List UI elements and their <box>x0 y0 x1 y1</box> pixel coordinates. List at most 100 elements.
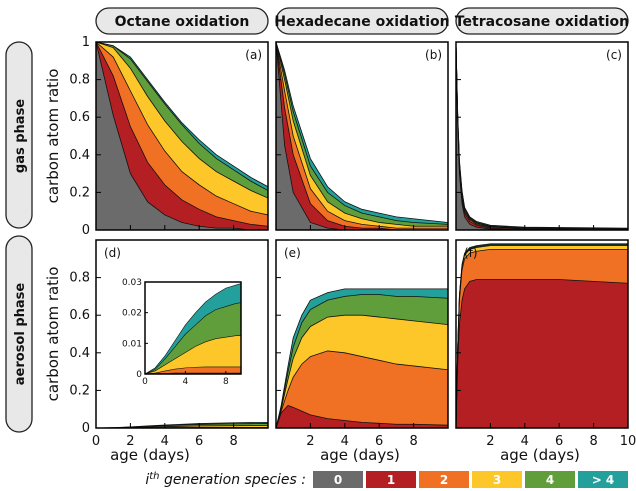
panel-d: (d) 0 0.2 0.4 0.6 0.8 0 2 4 6 8 <box>69 239 269 449</box>
area-gen-gt4 <box>456 42 628 230</box>
legend-label: 2 <box>440 473 448 487</box>
column-title-tetracosane: Tetracosane oxidation <box>455 14 629 30</box>
legend-label: > 4 <box>592 473 615 487</box>
x-tick-label: 6 <box>195 434 203 449</box>
legend-title: ith generation species : <box>145 471 306 488</box>
panel-frame <box>275 239 449 429</box>
column-header-hexadecane: Hexadecane oxidation <box>274 7 450 35</box>
legend-title-i: i <box>145 472 149 488</box>
area-gen-0 <box>96 42 268 230</box>
inset-y-tick-label: 0.01 <box>122 339 142 349</box>
y-tick-label: 0.6 <box>69 308 90 323</box>
row-header-gas-phase: gas phase <box>5 41 33 229</box>
y-tick-label: 0.4 <box>69 148 90 163</box>
inset-y-tick-label: 0 <box>136 370 142 380</box>
xlabel-tetracosane: age (days) <box>500 446 580 464</box>
y-tick-label: 0.2 <box>69 185 90 200</box>
boundary-line-gen-3 <box>276 42 448 227</box>
y-tick-label: 0.4 <box>69 346 90 361</box>
ylabel-bottom: carbon atom ratio <box>44 267 62 402</box>
column-header-tetracosane: Tetracosane oxidation <box>455 7 629 35</box>
boundary-line-gen-0 <box>456 42 628 230</box>
area-gen-1 <box>96 42 268 230</box>
legend-label: 4 <box>546 473 554 487</box>
panel-c: (c) <box>455 41 629 231</box>
legend-label: 1 <box>387 473 395 487</box>
boundary-line-gen-4 <box>276 42 448 225</box>
boundary-line-gen-4 <box>276 294 448 428</box>
boundary-line-gen-1 <box>276 404 448 428</box>
row-title-aerosol-phase: aerosol phase <box>13 283 28 386</box>
inset-x-tick-label: 8 <box>223 377 229 387</box>
boundary-line-gen-2 <box>96 42 268 216</box>
boundary-line-gen-2 <box>456 42 628 230</box>
panel-frame <box>95 41 269 231</box>
boundary-line-gen-1 <box>96 42 268 227</box>
ylabel-top: carbon atom ratio <box>44 69 62 204</box>
y-tick-label: 1 <box>82 35 90 50</box>
panel-label: (c) <box>606 48 622 62</box>
boundary-line-gen-0 <box>96 42 268 230</box>
panel-f: (f) 2 4 6 8 10 <box>455 239 636 449</box>
y-tick-label: 0 <box>82 223 90 238</box>
x-tick-label: 4 <box>341 434 349 449</box>
area-stack <box>96 421 268 428</box>
y-tick-label: 0.8 <box>69 73 90 88</box>
column-header-octane: Octane oxidation <box>95 7 269 35</box>
panel-frame <box>95 239 269 429</box>
chart-panels: (a) 0 0.2 0.4 0.6 0.8 1 (b) (c) (d) 0 0.2 0.4 0.6 0.8 0… <box>69 35 636 449</box>
area-gen-3 <box>145 335 241 374</box>
boundary-line-gen-0 <box>276 42 448 230</box>
area-gen-2 <box>456 42 628 230</box>
area-gen-3 <box>456 42 628 230</box>
panel-a: (a) 0 0.2 0.4 0.6 0.8 1 <box>69 35 269 238</box>
inset-y-tick-label: 0.03 <box>122 278 142 288</box>
boundary-line-gen-4 <box>96 42 268 191</box>
x-tick-label: 8 <box>589 434 597 449</box>
xlabel-octane: age (days) <box>110 446 190 464</box>
area-gen-2 <box>276 350 448 428</box>
area-stack <box>456 42 628 230</box>
boundary-line-gen-1 <box>456 42 628 230</box>
boundary-line-gen-1 <box>456 279 628 428</box>
legend-swatch-3 <box>472 471 522 488</box>
boundary-line-gen-gt4 <box>96 421 268 428</box>
boundary-line-gen-3 <box>145 335 241 374</box>
boundary-line-gen-4 <box>456 42 628 229</box>
area-gen-2 <box>145 366 241 374</box>
inset-area-stack <box>145 283 241 374</box>
panel-label: (e) <box>284 246 301 260</box>
area-gen-1 <box>456 279 628 428</box>
area-gen-4 <box>456 42 628 230</box>
area-stack <box>456 243 628 428</box>
legend-swatch-2 <box>419 471 469 488</box>
boundary-line-gen-2 <box>145 366 241 374</box>
column-title-octane: Octane oxidation <box>115 14 250 30</box>
area-gen-0 <box>276 42 448 230</box>
legend: ith generation species : 0 1 2 3 4 > 4 <box>145 471 628 488</box>
panel-label: (a) <box>245 48 262 62</box>
inset-x-tick-label: 0 <box>142 377 148 387</box>
panel-e: (e) 2 4 6 8 <box>275 239 449 449</box>
area-gen-1 <box>276 405 448 428</box>
x-tick-label: 8 <box>409 434 417 449</box>
row-title-gas-phase: gas phase <box>13 99 28 173</box>
legend-swatch-4 <box>525 471 575 488</box>
area-gen-0 <box>456 42 628 230</box>
boundary-line-gen-2 <box>276 350 448 428</box>
legend-title-sup: th <box>149 471 159 482</box>
xlabel-hexadecane: age (days) <box>320 446 400 464</box>
boundary-line-gen-2 <box>276 42 448 229</box>
x-tick-label: 2 <box>306 434 314 449</box>
x-tick-label: 0 <box>92 434 100 449</box>
legend-swatch-0 <box>313 471 363 488</box>
area-gen-4 <box>276 42 448 230</box>
panel-frame <box>275 41 449 231</box>
boundary-line-gen-gt4 <box>145 283 241 374</box>
boundary-line-gen-3 <box>96 42 268 199</box>
area-stack <box>96 42 268 230</box>
area-gen-1 <box>456 42 628 230</box>
x-tick-label: 6 <box>555 434 563 449</box>
inset-chart: 0 0.01 0.02 0.03 0 4 8 <box>122 278 242 387</box>
